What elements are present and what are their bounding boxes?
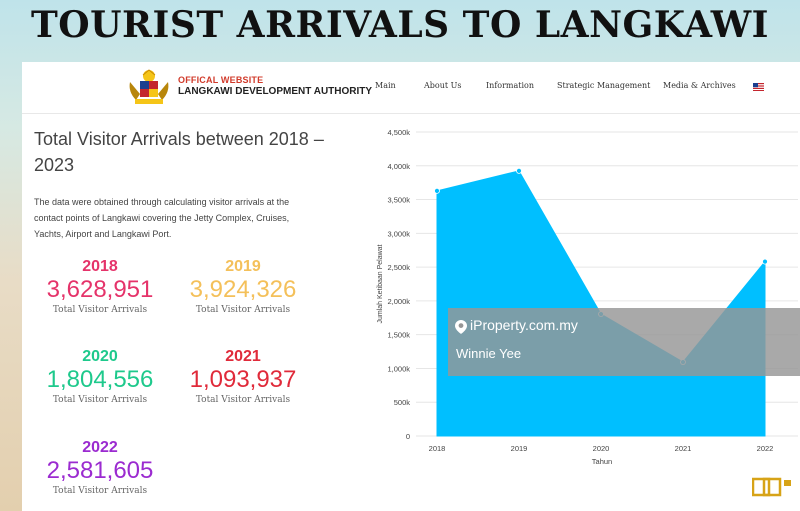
stat-2019: 2019 3,924,326 Total Visitor Arrivals xyxy=(183,258,303,317)
stat-value: 1,093,937 xyxy=(189,366,297,393)
us-flag-icon[interactable] xyxy=(753,83,764,91)
stat-caption: Total Visitor Arrivals xyxy=(195,395,291,405)
stat-2020: 2020 1,804,556 Total Visitor Arrivals xyxy=(40,348,160,407)
website-screenshot: OFFICAL WEBSITE LANGKAWI DEVELOPMENT AUT… xyxy=(22,62,800,511)
watermark-overlay: iProperty.com.my Winnie Yee xyxy=(448,308,800,376)
stat-year: 2021 xyxy=(225,348,261,365)
stat-value: 2,581,605 xyxy=(46,457,154,484)
x-tick-label: 2019 xyxy=(511,444,528,453)
nav-strategic-management[interactable]: Strategic Management xyxy=(557,81,651,90)
nav-about-us[interactable]: About Us xyxy=(424,81,462,90)
y-tick-label: 2,500k xyxy=(387,263,410,272)
x-tick-label: 2022 xyxy=(757,444,774,453)
x-tick-label: 2018 xyxy=(429,444,446,453)
y-tick-label: 2,000k xyxy=(387,297,410,306)
data-point xyxy=(762,258,768,265)
stat-2021: 2021 1,093,937 Total Visitor Arrivals xyxy=(183,348,303,407)
stat-year: 2020 xyxy=(82,348,118,365)
y-tick-label: 1,000k xyxy=(387,364,410,373)
stat-value: 3,628,951 xyxy=(46,276,154,303)
navbar: OFFICAL WEBSITE LANGKAWI DEVELOPMENT AUT… xyxy=(22,62,800,114)
x-tick-label: 2021 xyxy=(675,444,692,453)
nav-information[interactable]: Information xyxy=(486,81,535,90)
stat-caption: Total Visitor Arrivals xyxy=(52,305,148,315)
stat-caption: Total Visitor Arrivals xyxy=(52,486,148,496)
y-tick-label: 3,000k xyxy=(387,229,410,238)
headline: TOURIST ARRIVALS TO LANGKAWI xyxy=(31,4,769,46)
stat-value: 1,804,556 xyxy=(46,366,154,393)
stat-value: 3,924,326 xyxy=(189,276,297,303)
stat-year: 2022 xyxy=(82,439,118,456)
y-tick-label: 1,500k xyxy=(387,331,410,340)
y-tick-label: 0 xyxy=(406,432,410,441)
y-tick-label: 4,500k xyxy=(387,128,410,137)
section-title: Total Visitor Arrivals between 2018 – 20… xyxy=(34,129,324,175)
corner-logo-icon xyxy=(752,477,791,497)
stat-2022: 2022 2,581,605 Total Visitor Arrivals xyxy=(40,439,160,498)
area-series xyxy=(436,170,766,437)
data-point xyxy=(434,187,440,194)
y-tick-label: 3,500k xyxy=(387,196,410,205)
stat-year: 2019 xyxy=(225,258,261,275)
section-description: The data were obtained through calculati… xyxy=(34,197,290,239)
x-axis-label: Tahun xyxy=(592,457,612,466)
nav-main[interactable]: Main xyxy=(375,81,396,90)
stat-2018: 2018 3,628,951 Total Visitor Arrivals xyxy=(40,258,160,317)
y-tick-label: 500k xyxy=(394,398,411,407)
stat-caption: Total Visitor Arrivals xyxy=(52,395,148,405)
location-pin-icon xyxy=(455,320,467,334)
x-tick-label: 2020 xyxy=(593,444,610,453)
data-point xyxy=(516,167,522,174)
visitor-arrivals-chart: 0 500k 1,000k 1,500k 2,000k 2,500k 3,000k 3,500… xyxy=(377,128,798,466)
y-tick-label: 4,000k xyxy=(387,162,410,171)
y-axis-label: Jumlah Ketibaan Pelawat xyxy=(377,244,384,323)
nav-media-archives[interactable]: Media & Archives xyxy=(663,81,736,90)
stat-year: 2018 xyxy=(82,258,118,275)
watermark-brand: iProperty.com.my xyxy=(470,317,578,333)
stat-caption: Total Visitor Arrivals xyxy=(195,305,291,315)
malaysia-crest-icon xyxy=(129,69,169,104)
watermark-author: Winnie Yee xyxy=(456,346,522,361)
brand-top-line: OFFICAL WEBSITE xyxy=(178,75,264,85)
brand-name[interactable]: LANGKAWI DEVELOPMENT AUTHORITY xyxy=(178,86,373,97)
